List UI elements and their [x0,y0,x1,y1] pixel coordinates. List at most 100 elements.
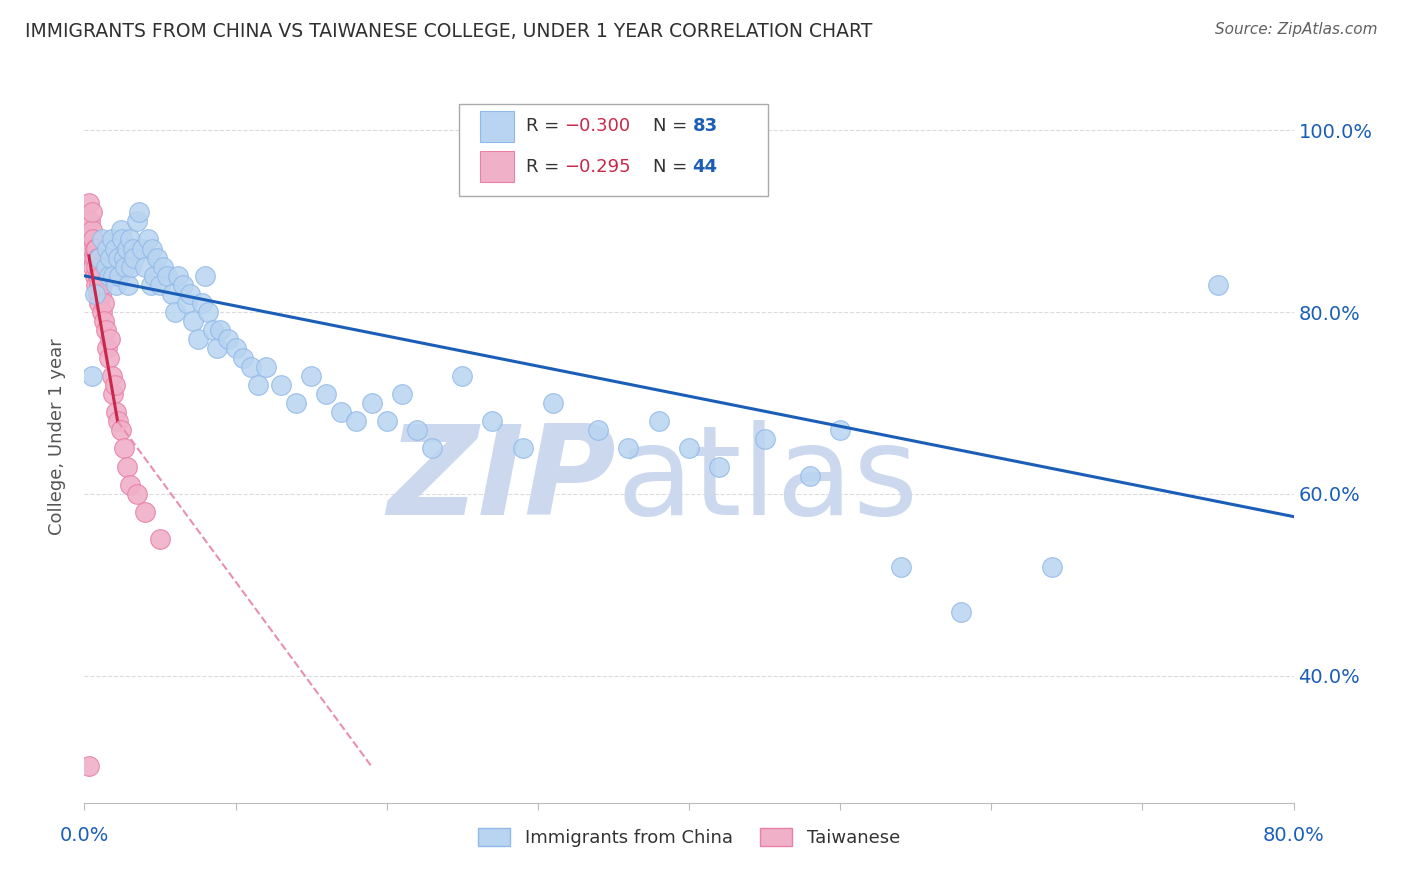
Point [149,533,172,547]
Point [709,459,731,474]
Text: 0.0%: 0.0% [59,825,110,845]
Point [678,442,700,456]
Point [232,351,254,365]
Point [97,268,120,283]
Point [167,268,190,283]
Point [160,287,183,301]
Point [87,251,110,265]
Point [111,232,134,246]
Point [406,423,429,437]
Point [197,305,219,319]
Point [112,251,135,265]
Point [82,251,104,265]
Point [617,442,640,456]
Point [420,442,443,456]
Point [209,323,232,337]
FancyBboxPatch shape [460,104,768,195]
Point [187,332,209,346]
Point [152,260,174,274]
Point [118,477,141,491]
Point [107,414,129,428]
Point [139,277,162,292]
Point [93,296,115,310]
Point [134,260,156,274]
Point [104,377,127,392]
Point [101,268,124,283]
Point [247,377,270,392]
Point [100,368,122,383]
Point [79,232,101,246]
Point [142,268,165,283]
Point [94,260,117,274]
Point [87,287,110,301]
Text: atlas: atlas [616,420,918,541]
Point [121,242,143,256]
Point [79,214,101,228]
Point [89,277,111,292]
Point [451,368,474,383]
Text: 83: 83 [693,117,717,136]
Point [122,251,145,265]
Point [207,342,229,356]
Text: R =: R = [526,117,565,136]
Point [112,442,135,456]
Text: 44: 44 [693,158,717,176]
Point [346,414,368,428]
Point [77,759,100,773]
Point [96,242,118,256]
Point [107,251,129,265]
Point [91,232,114,246]
Point [141,242,163,256]
Point [950,605,973,619]
Point [98,332,121,346]
Point [131,242,153,256]
Point [239,359,262,374]
Point [84,242,107,256]
Point [90,287,112,301]
Point [80,223,103,237]
Point [77,196,100,211]
Point [165,305,187,319]
Point [134,505,156,519]
Point [89,251,111,265]
Point [181,314,204,328]
Point [97,351,120,365]
Point [96,342,118,356]
Point [754,433,776,447]
Point [799,468,821,483]
Point [90,268,112,283]
Point [84,251,107,265]
Point [360,396,382,410]
Point [1206,277,1229,292]
Text: −0.295: −0.295 [564,158,631,176]
Point [830,423,852,437]
Point [84,287,107,301]
Text: ZIP: ZIP [388,420,616,541]
Legend: Immigrants from China, Taiwanese: Immigrants from China, Taiwanese [468,819,910,856]
Point [100,232,122,246]
Point [391,387,413,401]
Point [512,442,534,456]
Point [118,232,141,246]
Point [648,414,671,428]
Point [86,277,108,292]
Point [127,487,149,501]
Point [179,287,201,301]
Point [86,260,108,274]
Point [156,268,179,283]
Point [108,268,131,283]
Point [315,387,337,401]
Point [201,323,224,337]
Point [330,405,353,419]
Point [217,332,239,346]
Point [1040,559,1063,574]
Point [194,268,217,283]
Point [225,342,247,356]
Point [254,359,277,374]
Point [101,387,124,401]
Text: Source: ZipAtlas.com: Source: ZipAtlas.com [1215,22,1378,37]
Text: N =: N = [652,117,693,136]
Point [299,368,322,383]
Point [128,205,150,219]
Point [176,296,198,310]
